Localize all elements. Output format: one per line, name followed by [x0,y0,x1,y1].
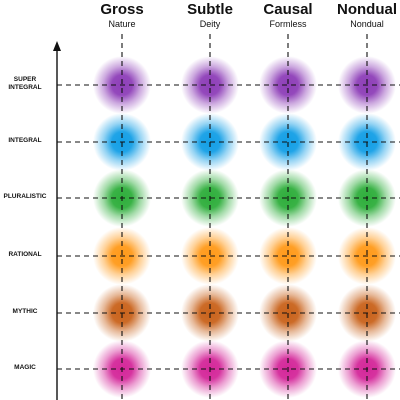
column-subtitle: Nature [108,19,136,29]
column-header-causal: Causal Formless [243,2,333,30]
row-label-mythic: MYTHIC [12,308,38,315]
row-label-pluralistic: PLURALISTIC [3,193,47,200]
state-stage-dot [259,227,317,285]
row-label-rational: RATIONAL [8,251,42,258]
column-title: Nondual [337,1,397,18]
column-title: Gross [100,1,144,18]
axis-arrow-icon [53,41,61,51]
row-label-magic: MAGIC [14,364,36,371]
column-title: Subtle [187,1,233,18]
column-header-subtle: Subtle Deity [165,2,255,30]
column-header-nondual: Nondual Nondual [322,2,400,30]
column-subtitle: Nondual [350,19,384,29]
column-subtitle: Deity [199,19,221,29]
row-label-integral: INTEGRAL [8,137,42,144]
column-header-gross: Gross Nature [77,2,167,30]
column-title: Causal [263,1,313,18]
state-stage-dot [259,56,317,114]
row-label-super-integral: SUPER INTEGRAL [8,76,42,91]
column-subtitle: Formless [269,19,307,29]
